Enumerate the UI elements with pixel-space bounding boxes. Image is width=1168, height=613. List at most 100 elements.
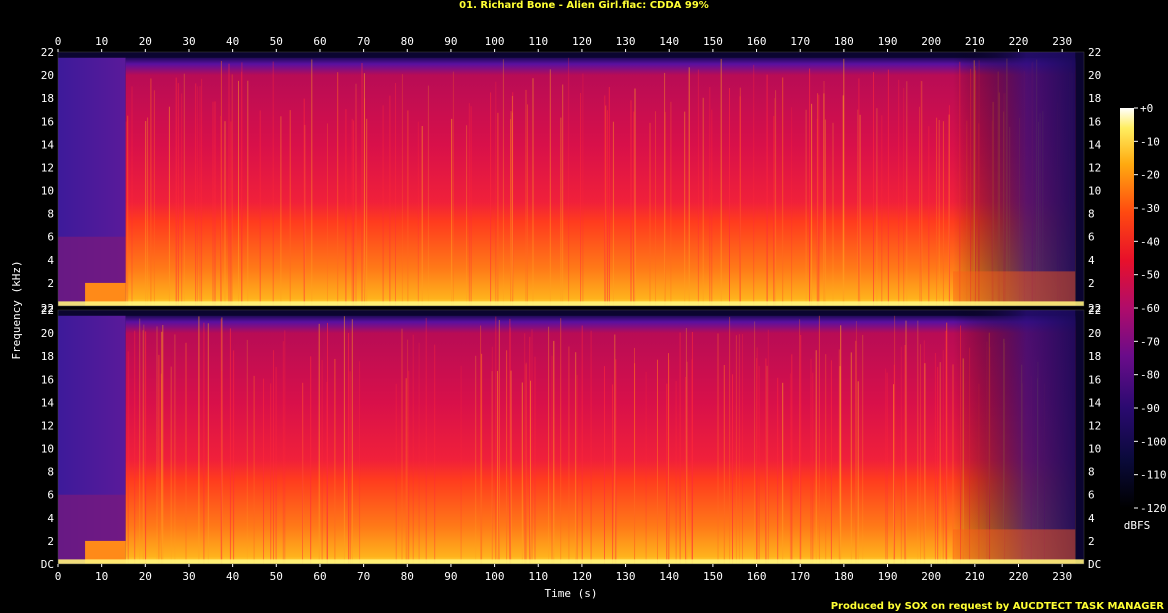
streak (418, 342, 420, 564)
streak (343, 316, 345, 564)
x-tick-label-bottom: 190 (878, 570, 898, 583)
dc-band (58, 301, 1084, 306)
streak (825, 354, 827, 564)
streak (145, 121, 147, 306)
streak (510, 111, 512, 306)
streak (604, 95, 606, 307)
y-tick-label-right: 2 (1088, 535, 1095, 548)
streak (666, 383, 668, 564)
streak (532, 78, 534, 306)
streak (630, 100, 632, 306)
x-tick-label-top: 110 (528, 35, 548, 48)
streak (900, 346, 902, 564)
streak (824, 119, 826, 306)
streak (525, 89, 527, 307)
streak (185, 342, 187, 564)
y-tick-label-right: 12 (1088, 419, 1101, 432)
streak (920, 80, 922, 306)
streak (702, 97, 704, 306)
streak (231, 74, 233, 307)
streak (590, 330, 592, 564)
streak (952, 364, 954, 564)
streak (195, 83, 197, 307)
fade-out (953, 52, 1076, 306)
streak (361, 63, 363, 306)
streak (810, 358, 812, 564)
panel-border (57, 309, 1085, 565)
streak (304, 124, 306, 307)
streak (937, 366, 939, 564)
streak (945, 330, 947, 564)
streak (840, 325, 842, 564)
streak (782, 77, 784, 306)
streak (203, 322, 205, 564)
streak (857, 109, 859, 306)
streak (162, 325, 164, 564)
streak (606, 110, 608, 306)
streak (739, 96, 741, 306)
streak (817, 93, 819, 306)
streak (521, 382, 523, 564)
streak (289, 110, 291, 306)
y-tick-label-left: 4 (47, 512, 54, 525)
streak (348, 332, 349, 564)
streak (800, 335, 802, 564)
streak (634, 363, 636, 564)
colorbar-tick-label: -70 (1140, 335, 1160, 348)
streak (525, 364, 527, 564)
x-tick-label-bottom: 70 (357, 570, 370, 583)
streak (876, 108, 878, 306)
streak (608, 87, 610, 306)
streak (906, 81, 908, 306)
streak (170, 366, 172, 564)
streak (145, 331, 147, 564)
streak (183, 73, 185, 306)
x-tick-label-top: 20 (139, 35, 152, 48)
x-tick-label-top: 50 (270, 35, 283, 48)
spectrogram-panels (57, 51, 1085, 565)
streak (302, 382, 304, 564)
streak (282, 341, 284, 564)
streak (668, 353, 669, 564)
colorbar-tick-label: -120 (1140, 502, 1167, 515)
streak (480, 325, 482, 564)
y-tick-label-right: 14 (1088, 396, 1102, 409)
streak (818, 315, 820, 564)
y-tick-label-left: 14 (41, 396, 55, 409)
x-tick-label-top: 200 (921, 35, 941, 48)
streak (253, 375, 255, 564)
streak (238, 80, 239, 307)
streak (302, 382, 303, 564)
streak (468, 103, 470, 306)
x-axis-bottom: 0 10 20 30 40 50 60 70 80 90 100 110 120 130 140 150 160… (55, 564, 1072, 583)
streak (948, 105, 950, 306)
streak (664, 111, 666, 307)
streak (511, 112, 513, 306)
x-tick-label-bottom: 80 (401, 570, 414, 583)
streak (670, 101, 672, 306)
streak (224, 121, 226, 306)
streak (174, 334, 176, 564)
x-tick-label-top: 180 (834, 35, 854, 48)
colorbar-tick-label: -40 (1140, 235, 1160, 248)
streak (799, 319, 801, 564)
streak (886, 372, 888, 564)
streak (351, 319, 353, 564)
streak (917, 320, 919, 564)
streak (131, 86, 133, 307)
y-tick-label-right: 22 (1088, 46, 1101, 59)
y-axis-label: Frequency (kHz) (10, 260, 23, 359)
streak (773, 116, 775, 306)
streak (366, 118, 368, 306)
streak (811, 103, 813, 306)
y-tick-label-right: 20 (1088, 327, 1101, 340)
streak (175, 77, 177, 306)
x-tick-label-bottom: 40 (226, 570, 239, 583)
y-tick-label-right: 16 (1088, 373, 1101, 386)
streak (859, 114, 861, 306)
main-energy (125, 57, 1076, 306)
streak (427, 85, 429, 306)
streak (936, 117, 938, 306)
streak (481, 353, 483, 564)
y-tick-label-left: 8 (47, 466, 54, 479)
